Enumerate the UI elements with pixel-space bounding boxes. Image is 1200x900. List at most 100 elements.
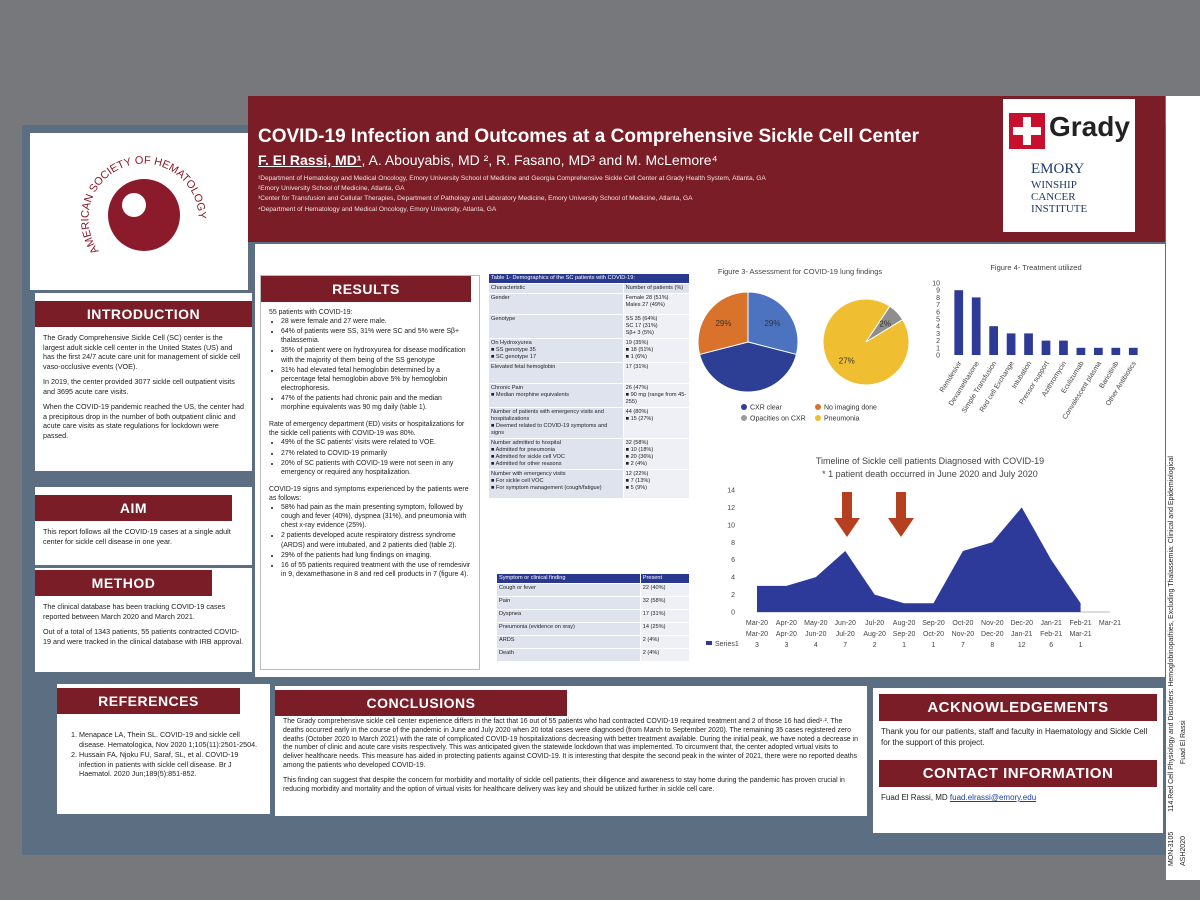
cross-h [1013, 127, 1041, 135]
results-lead: Rate of emergency department (ED) visits… [269, 421, 465, 438]
legend-swatch [741, 415, 747, 421]
x-tick-label: Aug-20 [893, 620, 916, 627]
society-logo-art: AMERICAN SOCIETY OF HEMATOLOGY [79, 155, 207, 256]
bar [989, 326, 998, 355]
introduction-body: The Grady Comprehensive Sickle Cell (SC)… [35, 327, 252, 452]
table-cell: 17 (31%) [639, 608, 691, 623]
affiliation: ⁴Department of Hematology and Medical On… [258, 205, 497, 213]
paragraph: The Grady Comprehensive Sickle Cell (SC)… [43, 333, 241, 371]
contact-email[interactable]: fuad.elrassi@emory.edu [949, 793, 1037, 803]
table-value: 2 [873, 642, 877, 649]
table-cell: 2 (4%) [639, 647, 691, 662]
results-bullet: 31% had elevated fetal hemoglobin determ… [281, 366, 471, 393]
table-cell: On Hydroxyurea ■ SS genotype 35 ■ SC gen… [488, 337, 624, 363]
table-row: Death 2 (4%) [496, 647, 691, 662]
table-category: Mar-21 [1069, 631, 1091, 638]
results-lead: COVID-19 signs and symptoms experienced … [269, 485, 469, 502]
bar [1006, 333, 1016, 355]
table-category: Feb-21 [1040, 631, 1062, 638]
table-row: Dyspnea 17 (31%) [496, 608, 691, 623]
bar [1094, 347, 1103, 355]
y-tick-label: 9 [936, 288, 940, 295]
results-list: 49% of the SC patients' visits were rela… [269, 438, 471, 476]
table-value: 1 [1079, 642, 1083, 649]
table-category: Aug-20 [863, 631, 886, 638]
y-tick-label: 1 [936, 345, 940, 352]
table-category: Dec-20 [981, 631, 1004, 638]
table-row: Genotype SS 35 (64%) SC 17 (31%) Sβ+ 3 (5… [488, 313, 691, 339]
y-tick-label: 8 [936, 295, 940, 302]
y-tick-label: 4 [936, 324, 940, 331]
y-tick-label: 0 [936, 353, 940, 360]
aim-body: This report follows all the COVID-19 cas… [35, 521, 252, 558]
chart-subtitle: * 1 patient death occurred in June 2020 … [822, 469, 1038, 479]
results-bullet: 58% had pain as the main presenting symp… [281, 503, 471, 530]
table-row: Chronic Pain ■ Median morphine equivalen… [488, 382, 691, 408]
x-tick-label: Jul-20 [865, 620, 884, 627]
legend-swatch [706, 641, 712, 645]
bar [954, 290, 964, 355]
table-cell: Number admitted to hospital ■ Admitted f… [488, 437, 624, 470]
results-body: 55 patients with COVID-19:28 were female… [261, 302, 479, 593]
right-panel: ACKNOWLEDGEMENTS Thank you for our patie… [873, 688, 1163, 833]
paragraph: This report follows all the COVID-19 cas… [43, 527, 231, 546]
x-tick-label: Dec-20 [1010, 620, 1033, 627]
table-value: 7 [843, 642, 847, 649]
table-cell: Elevated fetal hemoglobin [488, 361, 624, 384]
table-cell: Female 28 (51%) Males 27 (49%) [622, 292, 691, 315]
y-tick-label: 10 [727, 522, 735, 529]
slice-label: 29% [715, 319, 731, 328]
table-cell: Pneumonia (evidence on xray) [496, 621, 641, 636]
table-cell: 12 (22%) ■ 7 (13%) ■ 5 (9%) [622, 468, 691, 499]
table-cell: Cough or fever [496, 582, 641, 597]
y-tick-label: 2 [731, 592, 735, 599]
symptoms-table: Symptom or clinical finding Present Cough … [496, 573, 691, 662]
coauthors: , A. Abouyabis, MD ², R. Fasano, MD³ and… [361, 152, 718, 168]
method-body: The clinical database has been tracking … [35, 596, 252, 658]
results-bullet: 27% related to COVID-19 primarily [281, 449, 471, 458]
table-row: Number admitted to hospital ■ Admitted f… [488, 437, 691, 470]
chart-title: Figure 4- Treatment utilized [990, 263, 1081, 272]
bar [1128, 347, 1138, 355]
table-value: 3 [784, 642, 788, 649]
conclusions-panel: CONCLUSIONS The Grady comprehensive sick… [275, 686, 867, 816]
method-panel: METHOD The clinical database has been tr… [35, 568, 252, 672]
legend-label: No imaging done [824, 405, 877, 412]
table-category: Jun-20 [805, 631, 827, 638]
chart-title: Timeline of Sickle cell patients Diagnos… [816, 456, 1044, 466]
pie-slice [697, 291, 749, 356]
reference: Hussain FA, Njoku FU, Saraf, SL, et al. … [79, 750, 262, 779]
paragraph: When the COVID-19 pandemic reached the U… [43, 402, 244, 440]
aim-panel: AIM This report follows all the COVID-19… [35, 487, 252, 565]
table-category: Oct-20 [923, 631, 944, 638]
y-tick-label: 0 [731, 610, 735, 617]
x-tick-label: Feb-21 [1069, 620, 1091, 627]
legend-label: Opacities on CXR [750, 416, 806, 423]
society-logo: AMERICAN SOCIETY OF HEMATOLOGY [30, 133, 248, 290]
conclusions-heading: CONCLUSIONS [275, 690, 567, 716]
table-row: Pain 32 (58%) [496, 595, 691, 610]
table-row: Cough or fever 22 (40%) [496, 582, 691, 597]
affiliation: ¹Department of Hematology and Medical On… [258, 175, 766, 182]
introduction-heading: INTRODUCTION [35, 301, 252, 327]
table-value: 3 [755, 642, 759, 649]
affiliation: ³Center for Transfusion and Cellular The… [258, 195, 693, 203]
table-cell: 26 (47%) ■ 90 mg (range from 45-255) [622, 382, 691, 408]
ack-heading: ACKNOWLEDGEMENTS [879, 694, 1157, 721]
table-value: 8 [990, 642, 994, 649]
legend-label: Pneumonia [824, 416, 860, 423]
paragraph: In 2019, the center provided 3077 sickle… [43, 377, 235, 396]
table-row: Elevated fetal hemoglobin 17 (31%) [488, 361, 691, 384]
y-tick-label: 5 [936, 317, 940, 324]
x-tick-label: Apr-20 [776, 620, 797, 627]
x-tick-label: Nov-20 [981, 620, 1004, 627]
results-list: 28 were female and 27 were male.64% of p… [269, 317, 471, 412]
table-cell: 32 (58%) ■ 10 (18%) ■ 20 (36%) ■ 2 (4%) [622, 437, 691, 470]
y-tick-label: 14 [727, 488, 735, 495]
table-value: 1 [902, 642, 906, 649]
logo-art [1009, 113, 1045, 149]
results-bullet: 29% of the patients had lung findings on… [281, 551, 471, 560]
table-cell: Gender [488, 292, 624, 315]
